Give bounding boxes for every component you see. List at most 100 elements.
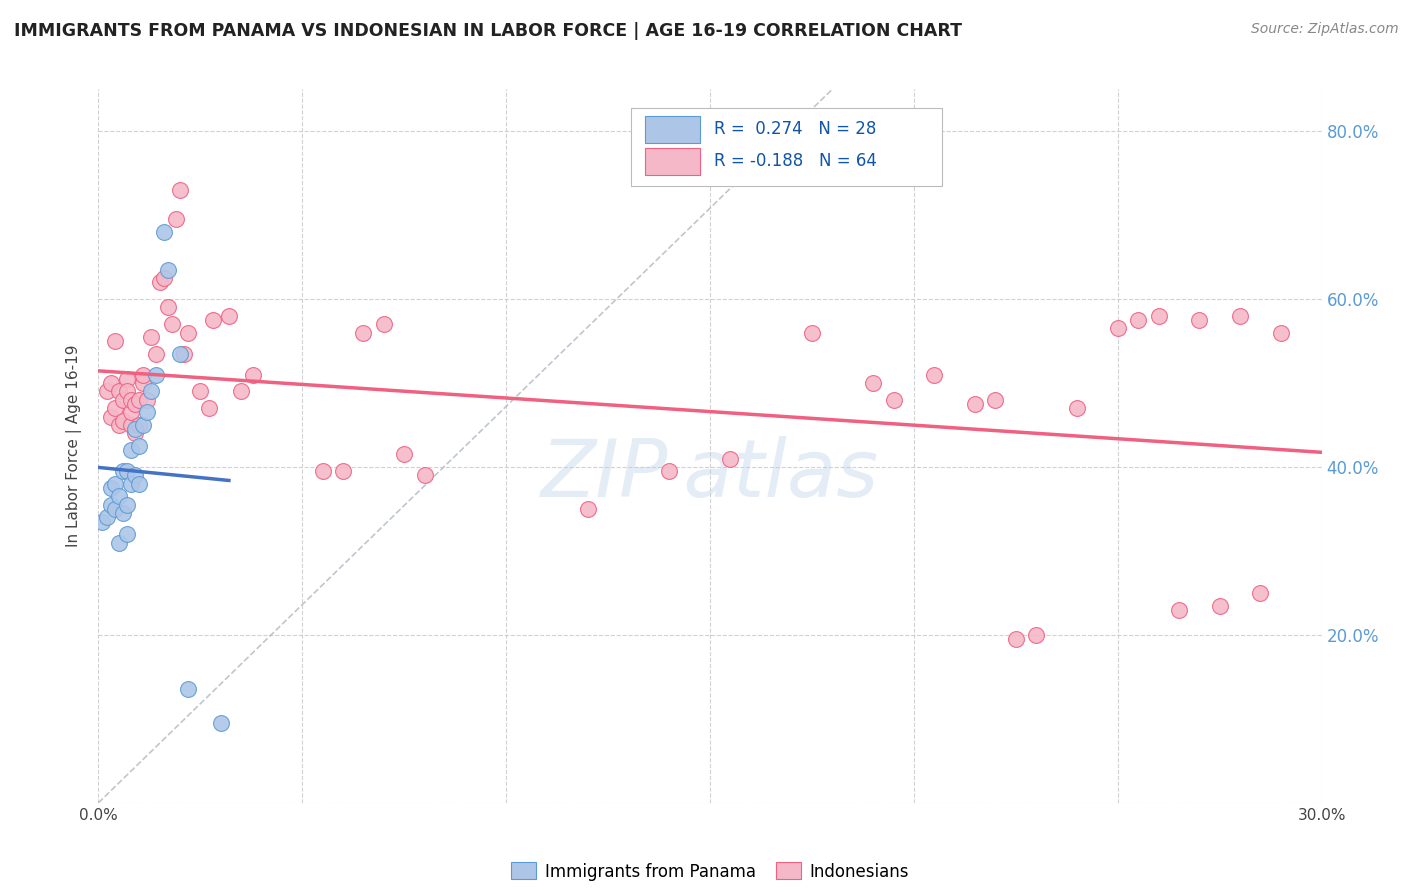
Point [177, 326, 200, 340]
Point [128, 392, 150, 407]
Point [120, 476, 142, 491]
Point [115, 384, 138, 399]
Point [96, 384, 118, 399]
Point [124, 468, 146, 483]
Point [1025, 628, 1047, 642]
Point [100, 376, 122, 390]
Point [188, 384, 212, 399]
Point [1066, 401, 1088, 416]
Point [1128, 313, 1150, 327]
Point [120, 443, 142, 458]
Point [373, 318, 395, 332]
Point [115, 464, 138, 478]
Point [100, 481, 122, 495]
Text: R = -0.188   N = 64: R = -0.188 N = 64 [714, 153, 876, 170]
Point [160, 318, 183, 332]
Point [145, 346, 167, 360]
Point [120, 405, 142, 419]
Point [658, 464, 681, 478]
Text: R =  0.274   N = 28: R = 0.274 N = 28 [714, 120, 876, 138]
Point [152, 225, 174, 239]
Point [156, 301, 179, 315]
Point [231, 384, 253, 399]
Point [111, 506, 134, 520]
Point [218, 309, 240, 323]
Bar [645, 116, 700, 143]
Point [124, 426, 146, 441]
Point [141, 330, 163, 344]
Point [115, 527, 138, 541]
Point [111, 392, 134, 407]
Point [152, 271, 174, 285]
Point [128, 476, 150, 491]
Point [132, 368, 155, 382]
Point [169, 346, 191, 360]
Legend: Immigrants from Panama, Indonesians: Immigrants from Panama, Indonesians [505, 855, 915, 888]
Point [201, 313, 224, 327]
Point [413, 468, 436, 483]
Point [165, 212, 187, 227]
Point [111, 414, 134, 428]
Point [1229, 309, 1251, 323]
Point [883, 392, 905, 407]
Point [124, 422, 146, 436]
Point [115, 498, 138, 512]
Point [197, 401, 219, 416]
Bar [645, 148, 700, 175]
Point [104, 476, 127, 491]
Point [801, 326, 824, 340]
Point [100, 409, 122, 424]
Point [108, 384, 131, 399]
Point [862, 376, 884, 390]
Point [1188, 313, 1211, 327]
FancyBboxPatch shape [630, 109, 942, 186]
Point [141, 384, 163, 399]
Point [720, 451, 742, 466]
Point [392, 447, 416, 461]
Point [104, 502, 127, 516]
Point [128, 439, 150, 453]
Point [1249, 586, 1271, 600]
Point [332, 464, 354, 478]
Point [115, 372, 138, 386]
Point [136, 405, 159, 419]
Text: IMMIGRANTS FROM PANAMA VS INDONESIAN IN LABOR FORCE | AGE 16-19 CORRELATION CHAR: IMMIGRANTS FROM PANAMA VS INDONESIAN IN … [14, 22, 962, 40]
Point [173, 346, 195, 360]
Point [965, 397, 987, 411]
Point [1167, 603, 1189, 617]
Point [242, 368, 264, 382]
Point [91, 515, 114, 529]
Point [132, 376, 155, 390]
Point [312, 464, 335, 478]
Point [922, 368, 945, 382]
Text: Source: ZipAtlas.com: Source: ZipAtlas.com [1251, 22, 1399, 37]
Point [1209, 599, 1232, 613]
Point [984, 392, 1007, 407]
Point [120, 392, 142, 407]
Point [169, 183, 191, 197]
Point [149, 275, 172, 289]
Point [100, 498, 122, 512]
Point [136, 392, 159, 407]
Point [145, 368, 167, 382]
Point [1147, 309, 1170, 323]
Point [209, 716, 232, 731]
Point [576, 502, 599, 516]
Point [128, 417, 150, 432]
Point [132, 417, 155, 432]
Point [1270, 326, 1292, 340]
Point [104, 401, 127, 416]
Text: ZIP atlas: ZIP atlas [541, 435, 879, 514]
Point [1004, 632, 1026, 646]
Point [177, 682, 200, 697]
Point [124, 397, 146, 411]
Point [96, 510, 118, 524]
Point [352, 326, 374, 340]
Point [156, 262, 179, 277]
Y-axis label: In Labor Force | Age 16-19: In Labor Force | Age 16-19 [66, 344, 83, 548]
Point [108, 489, 131, 503]
Point [120, 417, 142, 432]
Point [108, 417, 131, 432]
Point [108, 535, 131, 549]
Point [111, 464, 134, 478]
